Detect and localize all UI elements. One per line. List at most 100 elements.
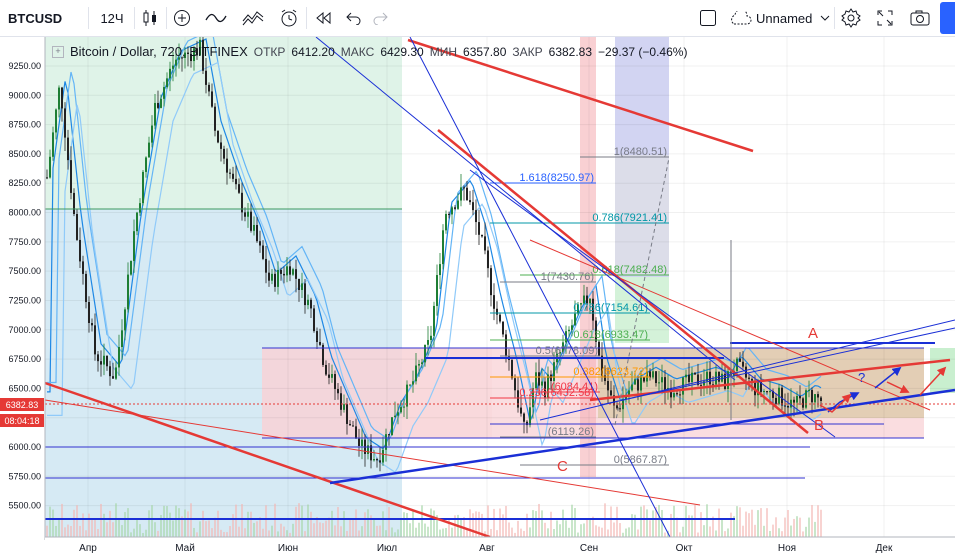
volume-bar [598, 526, 600, 537]
candle-body [406, 384, 408, 407]
trend-line[interactable] [44, 381, 491, 539]
high-label: МАКС [340, 44, 375, 59]
volume-bar [712, 516, 714, 537]
price-chart[interactable]: 1(8480.51) 1.618(8250.97) 0.786(7921.41) 0.… [0, 37, 955, 555]
volume-bar [811, 505, 813, 537]
pink-range-box[interactable] [262, 348, 492, 438]
collapse-legend-icon[interactable]: + [52, 45, 64, 58]
undo-icon[interactable] [342, 0, 366, 36]
candle-body [706, 371, 708, 382]
candle-body [520, 407, 522, 414]
trend-line[interactable] [407, 38, 754, 153]
forecast-arrow[interactable] [919, 366, 947, 396]
forecast-arrow[interactable] [886, 381, 910, 393]
question-mark-label[interactable]: ? [858, 370, 865, 385]
trend-line[interactable] [329, 388, 955, 485]
publish-button[interactable] [940, 2, 955, 34]
candle-body [466, 187, 468, 201]
time-axis[interactable] [45, 537, 955, 555]
volume-bar [589, 518, 591, 537]
candle-body [100, 361, 102, 365]
volume-bar [517, 520, 519, 537]
volume-bar [352, 518, 354, 537]
fibonacci-extension[interactable]: 1(8480.51) 1.618(8250.97) 0.786(7921.41) 0.… [490, 146, 669, 466]
volume-bar [652, 510, 654, 537]
replay-icon[interactable] [310, 0, 336, 36]
candle-body [640, 377, 642, 391]
time-tick: Авг [479, 543, 495, 554]
volume-bar [493, 508, 495, 537]
wave-label-c[interactable]: C [557, 458, 568, 475]
candle-body [661, 377, 663, 383]
interval-button[interactable]: 12Ч [100, 10, 124, 26]
legend-title[interactable]: Bitcoin / Dollar, 720, BITFINEX [70, 44, 248, 59]
forecast-arrow[interactable] [819, 393, 852, 413]
trend-line[interactable] [529, 239, 931, 411]
volume-bar [310, 511, 312, 537]
fullscreen-icon[interactable] [872, 0, 898, 36]
red-vertical-band [580, 37, 596, 477]
volume-bar [442, 528, 444, 537]
candle-body [154, 102, 156, 126]
candle-body [664, 377, 666, 391]
candle-body [55, 109, 57, 133]
candle-body [619, 408, 621, 410]
alert-clock-icon[interactable] [276, 0, 302, 36]
forecast-arrow[interactable] [827, 392, 860, 413]
indicators-icon[interactable] [203, 0, 229, 36]
candle-body [643, 377, 645, 382]
select-checkbox-icon[interactable] [696, 0, 720, 36]
candle-body [433, 305, 435, 336]
candle-body [208, 84, 210, 92]
candle-body [490, 268, 492, 296]
candle-body [244, 212, 246, 217]
candles-chart-type-icon[interactable] [138, 0, 162, 36]
close-value: 6382.83 [548, 44, 593, 59]
close-label: ЗАКР [512, 44, 543, 59]
layout-menu[interactable]: Unnamed [728, 0, 832, 36]
candle-body [322, 344, 324, 365]
volume-bar [637, 529, 639, 537]
redo-icon[interactable] [368, 0, 392, 36]
settings-gear-icon[interactable] [838, 0, 864, 36]
trend-line[interactable] [599, 327, 955, 406]
volume-bar [190, 503, 192, 537]
volume-bar [658, 504, 660, 537]
forecast-arrow[interactable] [874, 366, 902, 389]
candle-body [817, 394, 819, 398]
wave-label-b[interactable]: B [814, 417, 824, 434]
candle-body [373, 459, 375, 461]
volume-bar [505, 505, 507, 537]
candle-body [814, 394, 816, 403]
trend-line[interactable] [315, 37, 736, 381]
price-tick: 8250.00 [8, 178, 41, 188]
dashed-projection[interactable] [614, 157, 670, 426]
candle-body [187, 52, 189, 55]
wave-label-a[interactable]: A [808, 325, 818, 342]
candle-body [79, 239, 81, 262]
candle-body [403, 406, 405, 408]
volume-bar [157, 530, 159, 537]
financials-icon[interactable] [240, 0, 266, 36]
trend-line[interactable] [44, 399, 701, 506]
snapshot-camera-icon[interactable] [906, 0, 934, 36]
volume-bar [574, 508, 576, 537]
symbol-search[interactable]: BTCUSD [8, 10, 63, 26]
volume-bar [781, 531, 783, 537]
candle-body [391, 417, 393, 436]
volume-bar [49, 506, 51, 537]
volume-bar [718, 508, 720, 537]
candle-body [196, 48, 198, 56]
volume-bar [649, 520, 651, 537]
volume-bar [85, 530, 87, 537]
low-value: 6357.80 [463, 44, 507, 59]
price-axis[interactable] [0, 37, 45, 540]
add-indicator-icon[interactable] [170, 0, 194, 36]
time-tick: Июн [278, 543, 298, 554]
trend-line[interactable] [469, 169, 836, 438]
trend-line[interactable] [409, 37, 671, 538]
volume-bar [433, 510, 435, 537]
volume-bar [643, 505, 645, 537]
candle-body [454, 207, 456, 209]
volume-bar [163, 505, 165, 537]
